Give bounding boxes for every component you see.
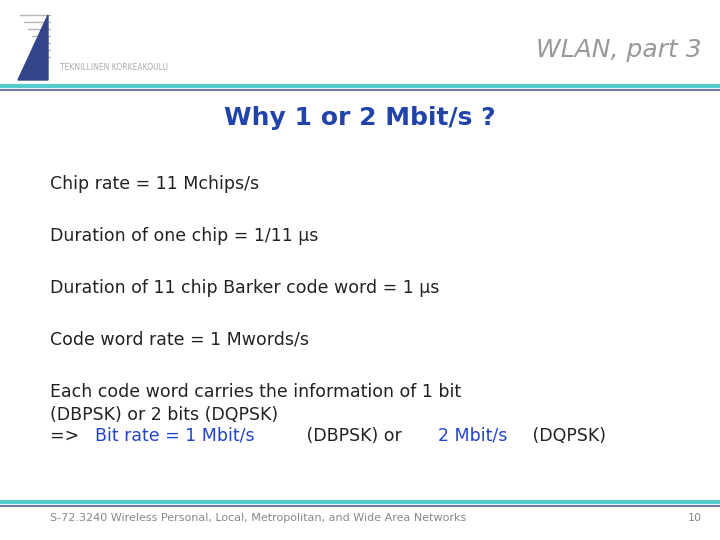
Text: 2 Mbit/s: 2 Mbit/s	[438, 427, 508, 445]
Text: Duration of one chip = 1/11 μs: Duration of one chip = 1/11 μs	[50, 227, 318, 245]
Polygon shape	[18, 15, 48, 80]
Text: Chip rate = 11 Mchips/s: Chip rate = 11 Mchips/s	[50, 175, 259, 193]
Text: Duration of 11 chip Barker code word = 1 μs: Duration of 11 chip Barker code word = 1…	[50, 279, 439, 297]
Text: Each code word carries the information of 1 bit
(DBPSK) or 2 bits (DQPSK): Each code word carries the information o…	[50, 383, 461, 424]
Text: =>: =>	[50, 427, 85, 445]
Text: TEKNILLINEN KORKEAKOULU: TEKNILLINEN KORKEAKOULU	[60, 64, 168, 72]
Text: 10: 10	[688, 513, 702, 523]
Text: (DBPSK) or: (DBPSK) or	[301, 427, 407, 445]
Text: Code word rate = 1 Mwords/s: Code word rate = 1 Mwords/s	[50, 331, 309, 349]
Text: Why 1 or 2 Mbit/s ?: Why 1 or 2 Mbit/s ?	[224, 106, 496, 130]
Text: (DQPSK): (DQPSK)	[528, 427, 606, 445]
Text: Bit rate = 1 Mbit/s: Bit rate = 1 Mbit/s	[95, 427, 254, 445]
Text: WLAN, part 3: WLAN, part 3	[536, 38, 702, 62]
Text: S-72.3240 Wireless Personal, Local, Metropolitan, and Wide Area Networks: S-72.3240 Wireless Personal, Local, Metr…	[50, 513, 467, 523]
